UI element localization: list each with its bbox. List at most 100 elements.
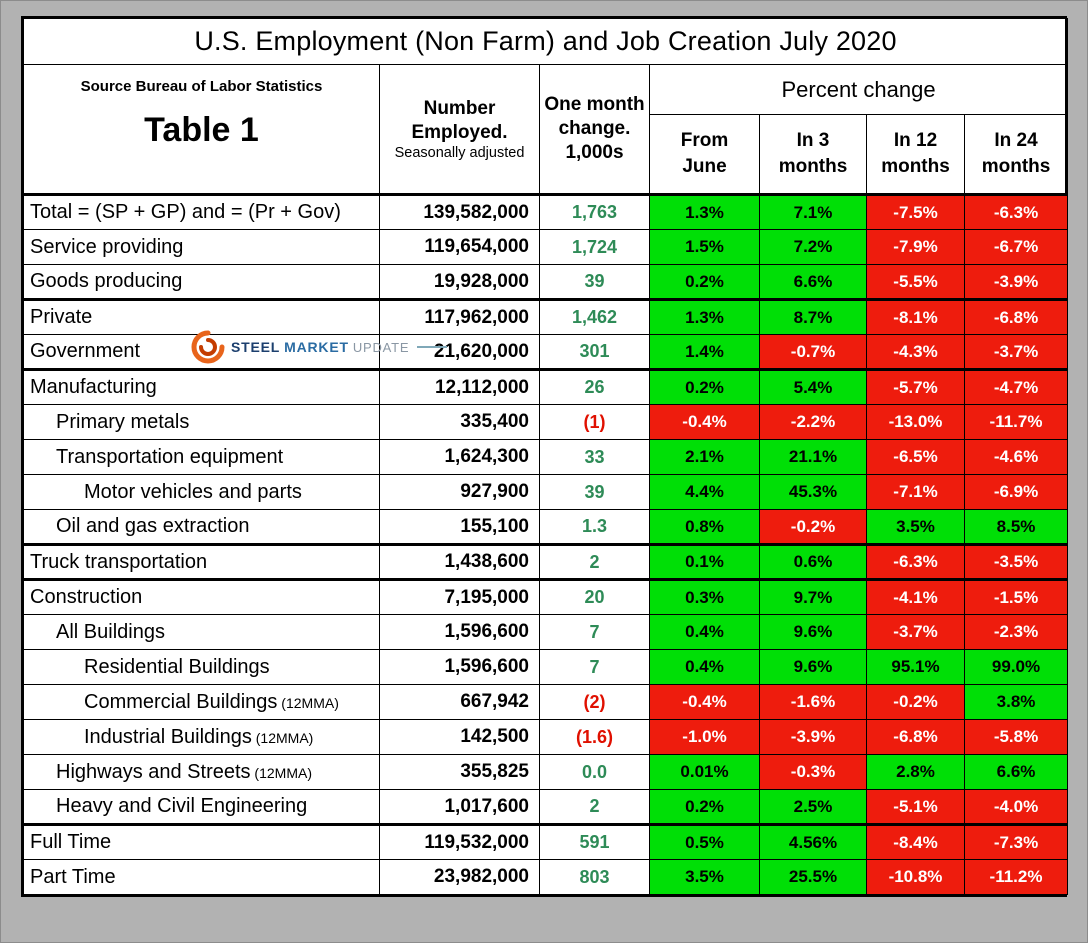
column-header-percent-change: Percent change: [648, 64, 1069, 115]
one-month-change-value: (2): [539, 684, 650, 720]
one-month-change-value: (1.6): [539, 719, 650, 755]
row-label: Residential Buildings: [23, 649, 380, 685]
employed-value: 1,438,600: [379, 543, 540, 580]
row-label: Construction: [23, 578, 380, 615]
pct-in-3-months: 25.5%: [759, 859, 867, 895]
row-label-text: Total = (SP + GP) and = (Pr + Gov): [30, 201, 341, 223]
number-employed-header-text: Number Employed.: [411, 97, 508, 143]
employed-value: 1,017,600: [379, 789, 540, 825]
pct-in-12-months: -0.2%: [866, 684, 965, 720]
row-label: Heavy and Civil Engineering: [23, 789, 380, 825]
table-row: Total = (SP + GP) and = (Pr + Gov) 139,58…: [23, 193, 1069, 230]
logo-text-update: UPDATE: [352, 339, 410, 355]
employed-value: 1,596,600: [379, 614, 540, 650]
table-row: Oil and gas extraction 155,100 1.3 0.8% -0.2…: [23, 509, 1069, 545]
table-row: Commercial Buildings (12MMA) 667,942 (2) -0…: [23, 684, 1069, 720]
logo-text-market: MARKET: [284, 339, 349, 355]
one-month-change-value: 2: [539, 789, 650, 825]
pct-in-3-months: 4.56%: [759, 823, 867, 860]
logo-rule: [417, 346, 448, 348]
employed-value: 667,942: [379, 684, 540, 720]
employed-value: 927,900: [379, 474, 540, 510]
row-label-text: Private: [30, 306, 93, 328]
pct-in-24-months: -3.7%: [963, 334, 1069, 370]
row-label-text: All Buildings: [56, 620, 165, 643]
row-label-text: Full Time: [30, 831, 112, 853]
row-label: Industrial Buildings (12MMA): [23, 719, 380, 755]
table-row: Transportation equipment 1,624,300 33 2.1% 2…: [23, 439, 1069, 475]
pct-in-12-months: -7.1%: [866, 474, 965, 510]
pct-from-june: 1.4%: [649, 334, 760, 370]
pct-in-3-months: -2.2%: [759, 404, 867, 440]
row-label-text: Industrial Buildings: [84, 725, 252, 748]
row-label: Manufacturing: [23, 368, 380, 405]
row-label: Oil and gas extraction: [23, 509, 380, 545]
employed-value: 155,100: [379, 509, 540, 545]
pct-in-24-months: -4.6%: [963, 439, 1069, 475]
one-month-change-value: 1,724: [539, 229, 650, 265]
pct-in-24-months: -3.5%: [963, 543, 1069, 580]
pct-from-june: 4.4%: [649, 474, 760, 510]
one-month-change-value: 301: [539, 334, 650, 370]
pct-in-24-months: -6.9%: [963, 474, 1069, 510]
row-label: All Buildings: [23, 614, 380, 650]
pct-from-june: 1.5%: [649, 229, 760, 265]
employed-value: 142,500: [379, 719, 540, 755]
column-header-in-12-months: In 12 months: [866, 114, 965, 196]
one-month-change-value: 0.0: [539, 754, 650, 790]
pct-in-3-months: -3.9%: [759, 719, 867, 755]
pct-in-12-months: -5.5%: [866, 264, 965, 300]
pct-in-24-months: -2.3%: [963, 614, 1069, 650]
row-label: Commercial Buildings (12MMA): [23, 684, 380, 720]
header-row-2: From June In 3 months In 12 months In 24…: [24, 114, 1069, 196]
pct-in-24-months: -4.7%: [963, 368, 1069, 405]
row-label-text: Part Time: [30, 865, 116, 888]
table-body: Total = (SP + GP) and = (Pr + Gov) 139,58…: [23, 193, 1069, 895]
row-label-text: Transportation equipment: [56, 445, 284, 468]
one-month-change-value: 1,462: [539, 298, 650, 335]
one-month-change-value: 39: [539, 264, 650, 300]
pct-from-june: 0.4%: [649, 649, 760, 685]
table-row: Heavy and Civil Engineering 1,017,600 2 0.2…: [23, 789, 1069, 825]
table-row: Full Time 119,532,000 591 0.5% 4.56% -8.4% -7.…: [23, 823, 1069, 860]
pct-in-24-months: -1.5%: [963, 578, 1069, 615]
pct-in-12-months: -5.7%: [866, 368, 965, 405]
row-label-suffix: (12MMA): [250, 764, 312, 781]
one-month-change-value: 1,763: [539, 193, 650, 230]
one-month-change-value: 20: [539, 578, 650, 615]
pct-from-june: 0.4%: [649, 614, 760, 650]
column-header-number-employed: Number Employed. Seasonally adjusted: [379, 64, 540, 196]
employed-value: 355,825: [379, 754, 540, 790]
pct-in-24-months: -3.9%: [963, 264, 1069, 300]
row-label: Private: [23, 298, 380, 335]
row-label: Total = (SP + GP) and = (Pr + Gov): [23, 193, 380, 230]
column-header-from-june: From June: [649, 114, 760, 196]
pct-in-24-months: -11.2%: [963, 859, 1069, 895]
row-label-text: Heavy and Civil Engineering: [56, 795, 308, 817]
pct-in-3-months: 5.4%: [759, 368, 867, 405]
title-row: U.S. Employment (Non Farm) and Job Creat…: [22, 18, 1069, 65]
row-label-text: Motor vehicles and parts: [84, 480, 302, 503]
table-row: Residential Buildings 1,596,600 7 0.4% 9.6% 9…: [23, 649, 1069, 685]
corner-header-cell: Source Bureau of Labor Statistics Table …: [23, 64, 380, 196]
pct-from-june: 0.1%: [649, 543, 760, 580]
pct-in-3-months: -0.2%: [759, 509, 867, 545]
employed-value: 19,928,000: [379, 264, 540, 300]
row-label: Primary metals: [23, 404, 380, 440]
pct-in-12-months: -6.5%: [866, 439, 965, 475]
employed-value: 1,624,300: [379, 439, 540, 475]
one-month-change-value: (1): [539, 404, 650, 440]
pct-in-3-months: 45.3%: [759, 474, 867, 510]
pct-in-3-months: 7.2%: [759, 229, 867, 265]
pct-in-12-months: -8.1%: [866, 298, 965, 335]
pct-in-12-months: 3.5%: [866, 509, 965, 545]
employed-value: 23,982,000: [379, 859, 540, 895]
employed-value: 1,596,600: [379, 649, 540, 685]
one-month-change-value: 1.3: [539, 509, 650, 545]
pct-from-june: 0.8%: [649, 509, 760, 545]
pct-from-june: -0.4%: [649, 404, 760, 440]
row-label: Motor vehicles and parts: [23, 474, 380, 510]
pct-from-june: 0.5%: [649, 823, 760, 860]
row-label: Part Time: [23, 859, 380, 895]
pct-in-12-months: -4.1%: [866, 578, 965, 615]
